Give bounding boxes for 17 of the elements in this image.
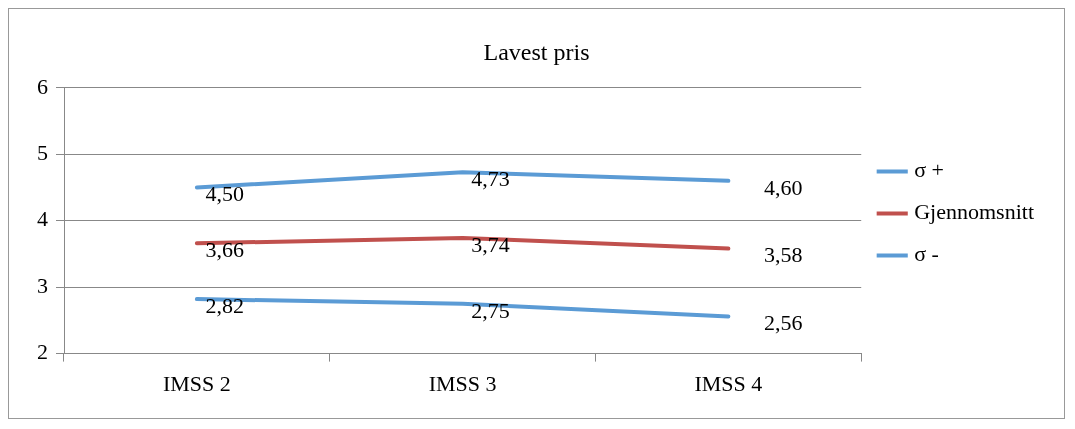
y-tick-label: 4 — [37, 206, 48, 232]
data-label: 3,66 — [205, 237, 245, 263]
x-tick-label: IMSS 4 — [694, 370, 763, 396]
y-tick-label: 6 — [37, 73, 48, 99]
x-tick-label: IMSS 3 — [428, 370, 497, 396]
x-tick-label: IMSS 2 — [162, 370, 231, 396]
data-label: 3,58 — [764, 242, 803, 268]
y-tick-label: 2 — [37, 339, 48, 365]
legend-label: σ + — [914, 157, 945, 183]
y-tick-label: 5 — [37, 140, 48, 166]
chart-title: Lavest pris — [483, 38, 590, 65]
y-tick-label: 3 — [37, 272, 48, 298]
legend-label: σ - — [914, 241, 939, 267]
data-label: 4,60 — [764, 174, 803, 200]
legend-label: Gjennomsnitt — [914, 199, 1035, 225]
data-label: 4,50 — [205, 181, 245, 207]
data-label: 2,56 — [764, 310, 803, 336]
